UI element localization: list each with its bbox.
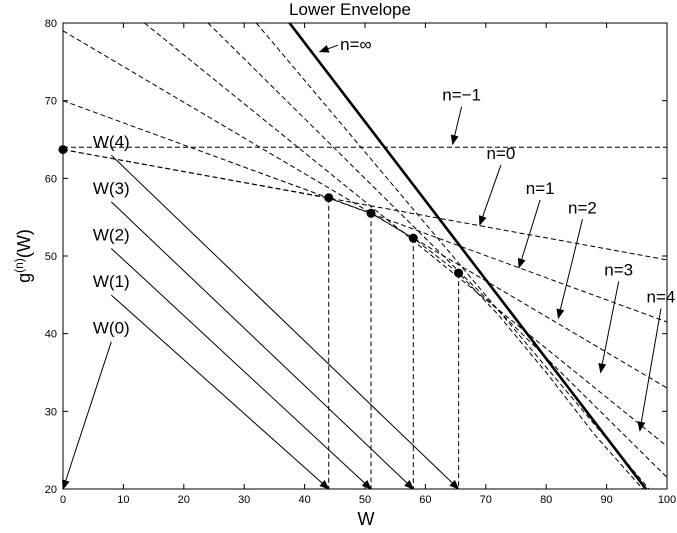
series-layer: [63, 23, 667, 489]
w-arrow-w-0: [62, 341, 112, 490]
w-label-w-0: W(0): [93, 319, 130, 338]
y-tick-label-30: 30: [45, 406, 57, 418]
plot-frame: [62, 22, 668, 490]
curve-arrow-n-1: [517, 199, 541, 269]
y-axis-label-main: g: [14, 273, 34, 283]
y-tick-label-60: 60: [45, 173, 57, 185]
w-arrow-w-4: [110, 154, 460, 490]
point-w-0: [58, 145, 68, 155]
y-axis-label: g(n)(W): [12, 229, 34, 283]
x-tick-label-50: 50: [359, 494, 371, 506]
x-tick-label-0: 0: [60, 494, 66, 506]
x-tick-label-70: 70: [480, 494, 492, 506]
curve-arrow-n-minus1: [450, 106, 463, 146]
y-tick-label-80: 80: [45, 18, 57, 30]
w-arrow-w-1: [110, 294, 330, 490]
x-axis-label: W: [358, 509, 375, 529]
series-line-n-4: [207, 23, 667, 478]
x-tick-label-20: 20: [178, 494, 190, 506]
curve-arrow-n-2: [556, 219, 583, 320]
curve-label-n-2: n=2: [568, 198, 597, 217]
curve-label-n-0: n=0: [486, 144, 515, 163]
x-tick-label-40: 40: [298, 494, 310, 506]
x-tick-label-10: 10: [117, 494, 129, 506]
curve-label-n-3: n=3: [604, 260, 633, 279]
curve-arrow-n-4: [637, 308, 662, 432]
x-tick-label-30: 30: [238, 494, 250, 506]
w-label-w-2: W(2): [93, 225, 130, 244]
y-axis-label-sup: (n): [12, 258, 26, 273]
curve-label-n-1: n=1: [526, 179, 555, 198]
point-w-1: [324, 193, 334, 203]
series-line-n-2: [63, 30, 667, 389]
ticks-layer: 0 10 20 30 40 50 60 70 80 90 100 20 30 40 50 60 70 80: [45, 18, 676, 506]
x-tick-label-60: 60: [419, 494, 431, 506]
w-label-w-4: W(4): [93, 132, 130, 151]
y-tick-label-20: 20: [45, 484, 57, 496]
y-tick-label-40: 40: [45, 329, 57, 341]
chart-title: Lower Envelope: [289, 0, 411, 19]
series-line-6: [255, 23, 650, 489]
y-axis-label-tail: (W): [14, 229, 34, 258]
y-tick-label-50: 50: [45, 251, 57, 263]
curve-label-n-minus1: n=−1: [442, 86, 481, 105]
w-arrow-w-3: [110, 201, 415, 490]
series-line-7: [63, 149, 644, 489]
curve-label-n-4: n=4: [647, 288, 676, 307]
x-tick-label-90: 90: [600, 494, 612, 506]
curve-arrow-n-3: [598, 281, 620, 374]
points-layer: [58, 145, 464, 489]
curve-label-n-inf: n=∞: [340, 35, 372, 54]
curve-arrow-n-inf: [318, 44, 339, 53]
annotation-layer: W(0) W(1) W(2) W(3) W(4) n=∞ n=−1 n=0 n=1 n=2 n=3 n…: [62, 35, 676, 490]
x-tick-label-80: 80: [540, 494, 552, 506]
series-line-n-inf: [288, 23, 647, 489]
w-label-w-1: W(1): [93, 272, 130, 291]
x-tick-label-100: 100: [658, 494, 676, 506]
point-w-4: [454, 268, 464, 278]
w-arrow-w-2: [110, 248, 372, 490]
point-w-3: [408, 233, 418, 243]
point-w-2: [366, 208, 376, 218]
series-line-n-3: [144, 23, 667, 447]
curve-arrow-n-0: [478, 164, 502, 226]
series-line-n-0: [63, 149, 667, 261]
w-label-w-3: W(3): [93, 179, 130, 198]
y-tick-label-70: 70: [45, 96, 57, 108]
